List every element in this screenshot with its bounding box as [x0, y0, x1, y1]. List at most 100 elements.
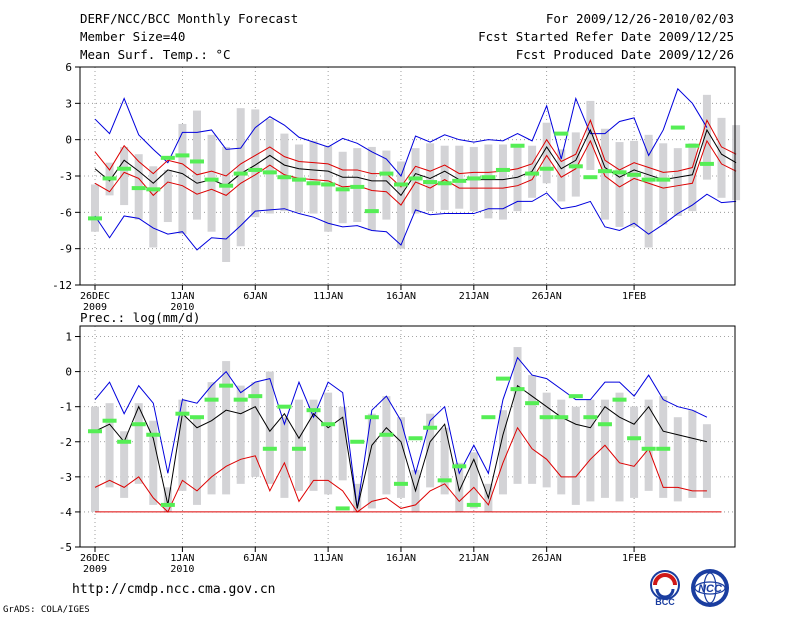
panel2-spread-box [324, 392, 333, 495]
panel2-ytick-label: 1 [65, 331, 72, 344]
panel1-observation-marker [364, 209, 379, 214]
panel2-spread-box [498, 410, 507, 495]
forecast-start-date: Fcst Started Refer Date 2009/12/25 [478, 29, 734, 44]
panel2-xtick-label: 21JAN [459, 553, 489, 564]
panel1-spread-box [688, 143, 697, 212]
panel1-spread-box [149, 166, 158, 248]
panel2-spread-box [396, 417, 405, 498]
bcc-logo-text: BCC [655, 597, 675, 607]
panel1-spread-box [367, 146, 376, 231]
panel2-spread-box [222, 361, 231, 495]
panel1-observation-marker [379, 171, 394, 176]
panel2-observation-marker [321, 422, 336, 427]
panel2-observation-marker [656, 446, 671, 451]
panel2-observation-marker [423, 425, 438, 430]
panel1-observation-marker [568, 164, 583, 169]
variable-label: Mean Surf. Temp.: °C [80, 47, 231, 62]
panel1-spread-box [251, 109, 260, 218]
panel1-observation-marker [612, 170, 627, 175]
panel2-observation-marker [627, 436, 642, 441]
panel2-observation-marker [233, 397, 248, 402]
panel1-observation-marker [466, 176, 481, 181]
panel1-spread-box [426, 143, 435, 212]
panel1-observation-marker [597, 169, 612, 174]
panel1-spread-box [440, 145, 449, 210]
panel1-ytick-label: -6 [59, 206, 72, 219]
panel1-observation-marker [306, 181, 321, 186]
panel1-spread-box [644, 134, 653, 248]
website-url[interactable]: http://cmdp.ncc.cma.gov.cn [72, 582, 276, 597]
panel2-observation-marker [160, 502, 175, 507]
panel1-series-mean [94, 128, 737, 197]
panel1-spread-box [557, 149, 566, 202]
panel1-observation-marker [102, 176, 117, 181]
panel1-observation-marker [408, 176, 423, 181]
panel1-xtick-label: 11JAN [313, 291, 343, 302]
panel2-observation-marker [277, 404, 292, 409]
panel2-spread-box [557, 399, 566, 495]
panel1-ytick-label: -12 [52, 279, 72, 292]
panel1-spread-box [280, 133, 289, 212]
panel1-series-lower_inner [94, 139, 737, 206]
panel2-frame [79, 325, 736, 548]
panel1-observation-marker [525, 171, 540, 176]
panel1-ytick-label: 0 [65, 134, 72, 147]
panel1-spread-box [207, 134, 216, 232]
panel2-spread-box [251, 382, 260, 477]
panel2-series-upper [94, 356, 708, 509]
panel1-observation-marker [685, 143, 700, 148]
panel1-spread-box [659, 143, 668, 225]
panel2-observation-marker [495, 376, 510, 381]
panel2-observation-marker [525, 401, 540, 406]
panel2-xtick-label: 26DEC [80, 553, 110, 564]
panel2-ytick-label: 0 [65, 366, 72, 379]
panel2-spread-box [455, 462, 464, 512]
panel2-observation-marker [291, 446, 306, 451]
bcc-logo: BCC [650, 570, 680, 607]
panel1-spread-box [615, 142, 624, 227]
panel2-observation-marker [262, 446, 277, 451]
panel2-spread-box [338, 406, 347, 481]
ncc-logo: NCC [691, 569, 729, 607]
panel2-observation-marker [204, 397, 219, 402]
panel1-xtick-label: 1FEB [622, 291, 646, 302]
panel1-observation-marker [160, 155, 175, 160]
panel2-spread-box [513, 347, 522, 484]
panel2-xtick-label: 16JAN [386, 553, 416, 564]
panel2-spread-box [120, 431, 129, 498]
panel1-observation-marker [627, 172, 642, 177]
panel1-observation-marker [670, 125, 685, 130]
panel1-series-upper [94, 87, 708, 177]
panel1-spread-box [382, 150, 391, 220]
member-size: Member Size=40 [80, 29, 186, 44]
panel1-spread-box [222, 146, 231, 262]
panel1-ytick-label: -3 [59, 170, 72, 183]
panel1-observation-marker [437, 181, 452, 186]
panel1-spread-box [586, 100, 595, 170]
panel2-spread-box [528, 375, 537, 484]
panel2-spread-box [469, 452, 478, 509]
panel2-spread-box [178, 399, 187, 491]
panel2-spread-box [615, 392, 624, 502]
panel1-observation-marker [88, 216, 102, 221]
panel2-observation-marker [568, 394, 583, 399]
panel2-spread-box [207, 382, 216, 495]
panel1-spread-box [717, 117, 726, 198]
panel2-observation-marker [306, 408, 321, 413]
panel2-spread-box [600, 399, 609, 498]
panel2-spread-box [586, 399, 595, 502]
panel1-spread-box [600, 128, 609, 220]
panel2-observation-marker [554, 415, 569, 420]
panel2-spread-box [702, 424, 711, 498]
panel1-spread-box [265, 119, 274, 214]
panel2-spread-box [265, 371, 274, 484]
panel2-observation-marker [131, 422, 146, 427]
panel2-observation-marker [88, 429, 102, 434]
panel2-ytick-label: -3 [59, 471, 72, 484]
panel2-observation-marker [437, 478, 452, 483]
panel1-observation-marker [189, 159, 204, 164]
panel1-observation-marker [495, 167, 510, 172]
panel1-observation-marker [452, 178, 467, 183]
panel1-observation-marker [510, 143, 525, 148]
panel2-xtick-label: 6JAN [243, 553, 267, 564]
